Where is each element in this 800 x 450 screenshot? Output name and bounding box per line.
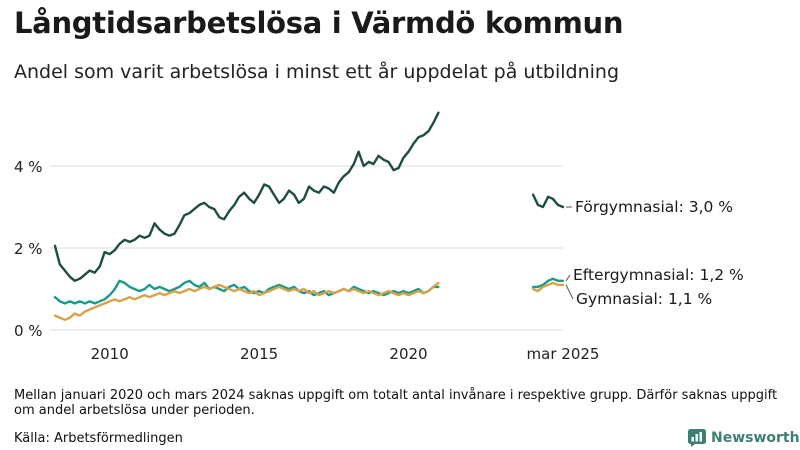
- series-line-eftergymnasial: [53, 279, 440, 305]
- chart-subtitle: Andel som varit arbetslösa i minst ett å…: [14, 61, 620, 83]
- label-leader-line: [565, 284, 574, 300]
- x-tick-label: 2020: [389, 345, 427, 363]
- series-end-label: Eftergymnasial: 1,2 %: [573, 266, 744, 284]
- series-line-förgymnasial: [53, 111, 440, 282]
- brand-name: Newsworthy: [711, 430, 800, 446]
- series-line-gymnasial: [53, 281, 440, 321]
- label-leader-line: [565, 274, 571, 282]
- y-tick-label: 4 %: [14, 158, 43, 176]
- x-tick-label: 2015: [240, 345, 278, 363]
- series-line-förgymnasial: [531, 193, 565, 209]
- series-end-label: Förgymnasial: 3,0 %: [575, 198, 733, 216]
- newsworthy-logo-icon: [688, 429, 706, 447]
- source-credit: Källa: Arbetsförmedlingen: [14, 431, 183, 446]
- x-tick-label: mar 2025: [527, 345, 600, 363]
- y-tick-label: 0 %: [14, 322, 43, 340]
- series-line-gymnasial: [531, 281, 565, 293]
- y-tick-label: 2 %: [14, 240, 43, 258]
- chart-title: Långtidsarbetslösa i Värmdö kommun: [14, 6, 624, 40]
- brand-logo: Newsworthy: [688, 429, 800, 447]
- footnote: Mellan januari 2020 och mars 2024 saknas…: [14, 388, 778, 418]
- series-line-eftergymnasial: [531, 277, 565, 289]
- x-tick-label: 2010: [91, 345, 129, 363]
- series-end-label: Gymnasial: 1,1 %: [576, 290, 712, 308]
- line-chart: 0 % 2 % 4 % 2010 2015 2020 mar 2025 Förgymnasia…: [14, 111, 744, 363]
